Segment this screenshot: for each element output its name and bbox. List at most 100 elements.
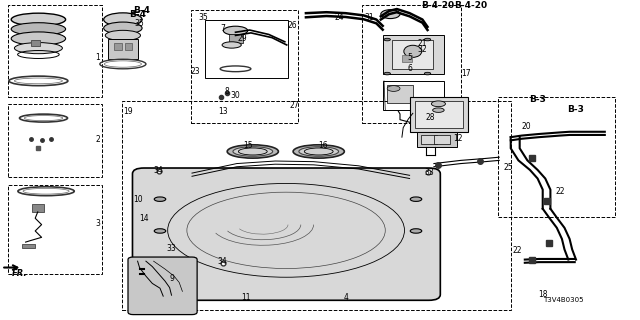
Text: 12: 12 [453,134,462,143]
Ellipse shape [431,101,445,107]
Ellipse shape [14,43,63,54]
Text: 14: 14 [139,214,149,223]
Ellipse shape [11,13,65,26]
Text: 29: 29 [237,34,247,43]
Bar [362,5,461,123]
Bar [32,204,44,212]
Text: 31: 31 [364,13,374,22]
Text: B-4: B-4 [134,6,150,15]
Text: FR.: FR. [12,269,27,278]
Ellipse shape [11,32,65,45]
Ellipse shape [384,72,390,75]
Ellipse shape [222,42,241,48]
Text: 10: 10 [132,195,143,204]
Text: 11: 11 [242,293,251,302]
Ellipse shape [433,108,444,112]
Ellipse shape [424,38,431,41]
Bar [410,97,468,132]
Ellipse shape [410,197,422,201]
Bar [417,132,457,147]
Ellipse shape [293,145,344,158]
Text: 18: 18 [538,290,547,299]
Text: 27: 27 [289,101,300,110]
Bar [108,39,138,59]
Bar [415,101,463,128]
Bar [402,54,412,62]
Ellipse shape [410,229,422,233]
Text: 3: 3 [95,219,100,228]
Ellipse shape [104,22,142,34]
Text: 33: 33 [424,168,434,177]
Text: 23: 23 [190,67,200,76]
Text: 15: 15 [243,140,253,150]
Text: B-3: B-3 [568,105,584,114]
Bar [191,10,298,123]
Ellipse shape [223,26,248,35]
Text: 34: 34 [154,166,164,175]
Text: 4: 4 [343,293,348,302]
Bar [383,81,444,109]
Text: 25: 25 [504,163,514,172]
Ellipse shape [227,145,278,158]
Bar [498,97,615,217]
Text: 26: 26 [287,21,297,30]
Text: 17: 17 [461,69,471,78]
Text: 6: 6 [407,64,412,73]
Bar [392,40,433,69]
Text: 35: 35 [134,19,145,28]
Ellipse shape [154,229,166,233]
Text: B-3: B-3 [529,95,546,104]
Bar [387,85,413,103]
Text: 22: 22 [556,187,564,196]
Text: 24: 24 [334,13,344,22]
Text: 28: 28 [426,113,435,122]
Ellipse shape [387,86,400,92]
FancyBboxPatch shape [128,257,197,315]
Bar [125,44,132,50]
Text: 2: 2 [95,135,100,144]
Text: 13: 13 [218,107,228,116]
Ellipse shape [104,13,142,26]
Ellipse shape [233,147,273,156]
Ellipse shape [11,23,65,36]
Text: 7: 7 [220,24,225,33]
Bar [114,44,122,50]
Ellipse shape [384,38,390,41]
Bar [229,34,243,44]
Text: B-4-20: B-4-20 [454,1,487,10]
Bar [8,104,102,177]
Bar [421,135,437,144]
Ellipse shape [404,45,422,57]
Ellipse shape [105,30,141,41]
Ellipse shape [424,72,431,75]
Bar [205,20,288,78]
Text: 20: 20 [521,122,531,131]
Bar [434,135,450,144]
Text: 35: 35 [198,13,209,22]
Ellipse shape [154,197,166,201]
Bar [22,244,35,248]
Text: 21: 21 [418,39,427,48]
Text: B-4: B-4 [129,10,146,19]
Text: T3V4B0305: T3V4B0305 [543,297,584,303]
Ellipse shape [299,147,339,156]
Text: 30: 30 [230,91,241,100]
Text: 8: 8 [225,87,230,96]
Ellipse shape [381,10,400,19]
Text: 32: 32 [417,44,428,53]
Text: 19: 19 [123,107,133,116]
Text: B-4-20: B-4-20 [421,1,454,10]
Bar [31,40,40,46]
Bar [8,185,102,274]
Text: 22: 22 [513,246,522,255]
Text: 9: 9 [169,274,174,283]
Text: 1: 1 [95,53,100,62]
FancyBboxPatch shape [132,168,440,300]
Text: 16: 16 [318,140,328,150]
Text: 34: 34 [218,257,228,266]
Bar [122,100,511,310]
Text: 33: 33 [166,244,177,253]
Text: 5: 5 [407,53,412,62]
Bar [383,36,444,74]
Bar [8,5,102,97]
